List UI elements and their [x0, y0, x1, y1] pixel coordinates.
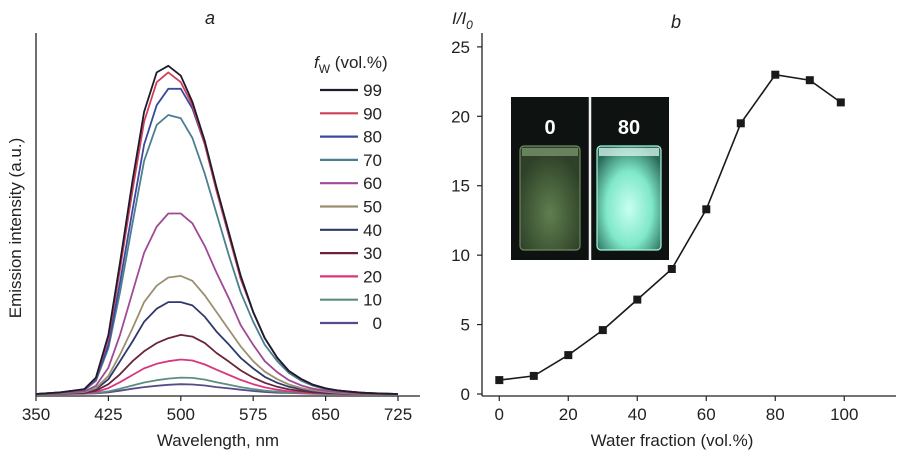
panel-a-label: a	[205, 8, 215, 28]
spectrum-curve-40	[35, 301, 398, 395]
panel-a-legend: fW (vol.%) 99 90 80 70 60 50 40 30 20 10 0	[314, 53, 388, 333]
spectrum-curve-70	[35, 114, 399, 395]
vial-0-meniscus	[522, 148, 578, 156]
legend-title-units: (vol.%)	[330, 53, 388, 72]
a-x-tick-label: 500	[167, 405, 195, 424]
data-point-0	[495, 376, 504, 385]
panel-a-x-ticks: 350 425 500 575 650 725	[22, 396, 412, 424]
panel-b-label: b	[671, 12, 681, 32]
data-point-90	[805, 76, 814, 85]
data-point-99	[836, 98, 845, 107]
a-x-tick-label: 650	[311, 405, 339, 424]
vial-80-label: 80	[618, 117, 640, 139]
legend-items: 99 90 80 70 60 50 40 30 20 10 0	[320, 81, 382, 333]
b-y-tick-label: 5	[461, 316, 470, 335]
b-x-tick-label: 60	[697, 405, 716, 424]
panel-b-intensity-ratio: b I/I0 Water fraction (vol.%) 0510152025…	[451, 9, 896, 450]
panel-b-x-axis-title: Water fraction (vol.%)	[591, 431, 754, 450]
panel-b-y-axis-title: I/I0	[452, 9, 473, 32]
legend-label-80: 80	[363, 128, 382, 147]
spectrum-curve-60	[35, 212, 398, 395]
inset-vial-photo: 0 80	[511, 97, 669, 260]
legend-title-subscript: W	[319, 62, 331, 76]
ylabel-main: I/I	[452, 9, 466, 28]
data-point-80	[771, 70, 780, 79]
data-point-20	[564, 351, 573, 360]
spectrum-curve-80	[35, 87, 399, 395]
a-x-tick-label: 425	[94, 405, 122, 424]
data-point-60	[702, 205, 711, 214]
a-x-tick-label: 575	[239, 405, 267, 424]
b-x-tick-label: 0	[495, 405, 504, 424]
panel-a-x-axis-title: Wavelength, nm	[157, 431, 279, 450]
vial-0: 0	[519, 117, 581, 251]
a-x-tick-label: 350	[22, 405, 50, 424]
data-point-40	[633, 295, 642, 304]
legend-label-90: 90	[363, 104, 382, 123]
legend-label-99: 99	[363, 81, 382, 100]
panel-b-x-ticks: 0 20 40 60 80 100	[495, 396, 858, 424]
data-point-10	[529, 371, 538, 380]
panel-b-y-ticks: 0 5 10 15 20 25	[451, 38, 482, 404]
legend-label-70: 70	[363, 151, 382, 170]
legend-label-10: 10	[363, 291, 382, 310]
panel-a-emission-spectra: a Emission intensity (a.u.) Wavelength, …	[6, 8, 420, 450]
a-x-tick-label: 725	[384, 405, 412, 424]
b-x-tick-label: 80	[766, 405, 785, 424]
vial-0-body	[519, 145, 581, 251]
data-point-50	[667, 265, 676, 273]
b-x-tick-label: 20	[559, 405, 578, 424]
panel-a-spectra-curves	[35, 64, 399, 395]
panel-b-series	[495, 70, 845, 385]
legend-label-0: 0	[373, 314, 382, 333]
vial-80-meniscus	[599, 148, 659, 156]
vial-0-label: 0	[544, 117, 555, 139]
b-x-tick-label: 100	[830, 405, 858, 424]
b-x-tick-label: 40	[628, 405, 647, 424]
legend-title-symbol: f	[314, 53, 321, 72]
legend-label-20: 20	[363, 267, 382, 286]
spectrum-curve-99	[35, 64, 399, 395]
legend-title: fW (vol.%)	[314, 53, 388, 76]
vial-80: 80	[596, 117, 662, 251]
spectrum-curve-90	[35, 71, 399, 395]
b-y-tick-label: 10	[451, 246, 470, 265]
b-y-tick-label: 20	[451, 107, 470, 126]
ylabel-subscript: 0	[466, 18, 473, 32]
data-point-30	[598, 326, 607, 335]
b-y-tick-label: 15	[451, 177, 470, 196]
vial-80-body	[596, 145, 662, 251]
spectrum-curve-50	[35, 275, 398, 395]
data-point-70	[736, 119, 745, 128]
legend-label-50: 50	[363, 198, 382, 217]
legend-label-30: 30	[363, 244, 382, 263]
legend-label-60: 60	[363, 174, 382, 193]
panel-a-y-axis-title: Emission intensity (a.u.)	[6, 138, 25, 318]
b-y-tick-label: 0	[461, 385, 470, 404]
b-y-tick-label: 25	[451, 38, 470, 57]
legend-label-40: 40	[363, 221, 382, 240]
